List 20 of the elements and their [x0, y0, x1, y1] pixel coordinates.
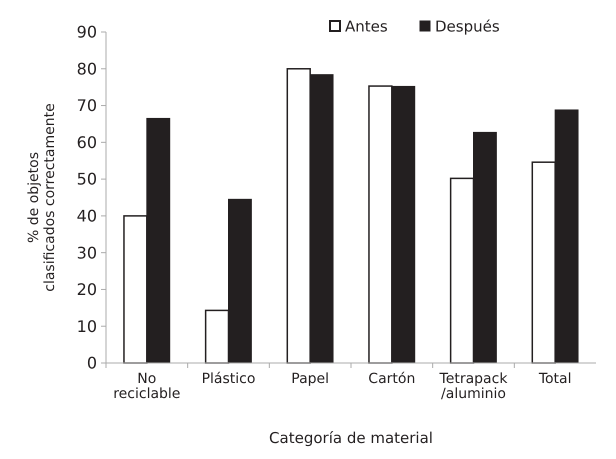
- x-tick-label: Papel: [291, 371, 330, 387]
- y-tick-label: 10: [76, 316, 97, 336]
- y-tick-label: 30: [76, 243, 97, 262]
- y-tick-label: 20: [76, 280, 97, 300]
- y-tick-label: 50: [76, 170, 97, 189]
- legend-label: Antes: [345, 17, 388, 36]
- y-tick-label: 0: [86, 354, 97, 373]
- x-tick-label: Cartón: [368, 371, 416, 387]
- y-tick-label: 90: [76, 22, 97, 42]
- y-axis-title: % de objetos clasificados correctamente: [26, 103, 58, 292]
- x-axis-title: Categoría de material: [269, 429, 433, 447]
- legend-label: Después: [435, 17, 500, 36]
- x-tick-label: No reciclable: [113, 371, 180, 402]
- y-tick-label: 80: [76, 59, 97, 78]
- y-tick-label: 60: [76, 132, 97, 152]
- x-tick-label: Plástico: [202, 371, 256, 387]
- y-tick-label: 40: [76, 206, 97, 226]
- x-tick-label: Tetrapack /aluminio: [438, 371, 508, 402]
- x-tick-label: Total: [538, 371, 572, 387]
- y-tick-label: 70: [76, 96, 97, 116]
